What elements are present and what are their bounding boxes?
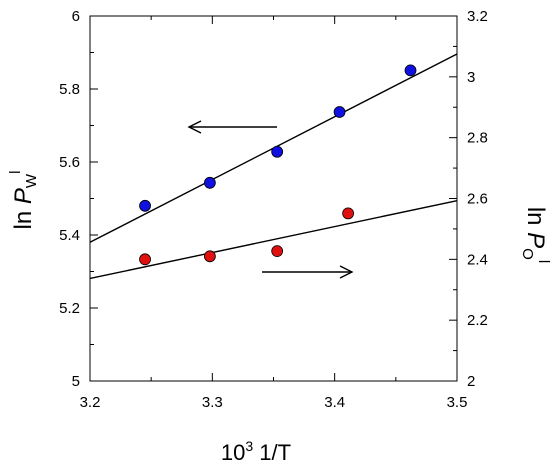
x-axis-title: 103 1/T [221,438,291,465]
data-point-left [139,199,151,212]
y-left-tick-label: 5.6 [59,154,80,171]
x-tick-label: 3.4 [324,394,345,411]
plot-frame [89,15,458,382]
x-tick-label: 3.5 [447,394,468,411]
y-left-tick-label: 5.2 [59,300,80,317]
y-left-tick-label: 5.8 [59,81,80,98]
y-axis-right-title: ln POl [519,207,550,263]
y-right-tick-label: 2.4 [467,251,488,268]
y-left-tick-label: 6 [72,8,80,25]
fit-line-right [89,199,458,280]
fit-lines [89,53,458,280]
y-right-tick-label: 3 [467,69,475,86]
x-tick-label: 3.2 [80,394,101,411]
data-point-right [203,250,216,263]
data-point-right [342,207,355,220]
y-right-tick-label: 2.8 [467,130,488,147]
right-arrow-head [339,265,354,279]
data-point-right [139,253,151,266]
y-left-tick-label: 5 [72,373,80,390]
arrows [187,120,354,279]
left-arrow-head [187,120,202,134]
data-point-left [271,145,284,158]
y-right-tick-label: 2.6 [467,191,488,208]
y-left-tick-label: 5.4 [59,227,80,244]
y-right-tick-label: 3.2 [467,8,488,25]
data-point-left [203,176,216,189]
data-point-left [404,64,417,77]
y-right-tick-label: 2.2 [467,312,488,329]
data-point-right [271,245,284,258]
y-axis-left-title: ln PWl [7,171,40,230]
data-points [139,64,417,266]
ticks: 3.2 3.3 3.4 3.5 5 5.2 5.4 5.6 5.8 6 2 2.2 2.4 2.6 2.8 3… [59,8,488,411]
y-right-tick-label: 2 [467,373,475,390]
data-point-left [333,106,346,118]
x-tick-label: 3.3 [202,394,223,411]
